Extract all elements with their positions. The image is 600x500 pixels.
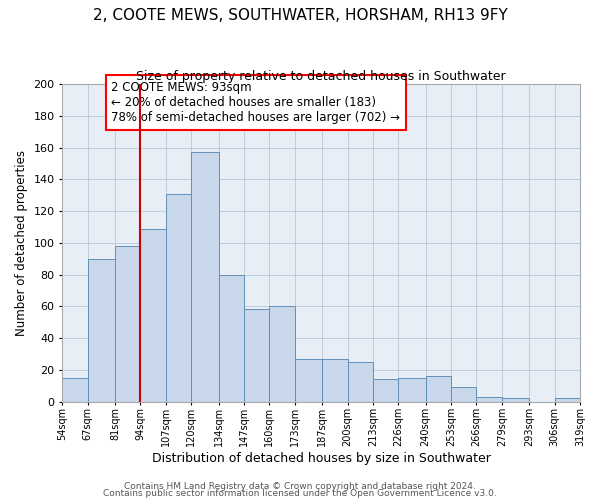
Bar xyxy=(244,310,269,402)
Y-axis label: Number of detached properties: Number of detached properties xyxy=(15,150,28,336)
Text: Contains HM Land Registry data © Crown copyright and database right 2024.: Contains HM Land Registry data © Crown c… xyxy=(124,482,476,491)
Bar xyxy=(476,397,502,402)
Bar xyxy=(88,258,115,402)
Text: Contains public sector information licensed under the Open Government Licence v3: Contains public sector information licen… xyxy=(103,490,497,498)
Bar xyxy=(373,380,398,402)
Bar xyxy=(322,358,347,402)
Bar xyxy=(115,246,140,402)
Text: 2 COOTE MEWS: 93sqm
← 20% of detached houses are smaller (183)
78% of semi-detac: 2 COOTE MEWS: 93sqm ← 20% of detached ho… xyxy=(112,81,400,124)
Bar xyxy=(166,194,191,402)
Bar xyxy=(269,306,295,402)
Bar xyxy=(140,228,166,402)
Text: 2, COOTE MEWS, SOUTHWATER, HORSHAM, RH13 9FY: 2, COOTE MEWS, SOUTHWATER, HORSHAM, RH13… xyxy=(92,8,508,22)
Title: Size of property relative to detached houses in Southwater: Size of property relative to detached ho… xyxy=(136,70,506,83)
Bar xyxy=(191,152,218,402)
Bar xyxy=(398,378,425,402)
Bar xyxy=(425,376,451,402)
Bar xyxy=(347,362,373,402)
X-axis label: Distribution of detached houses by size in Southwater: Distribution of detached houses by size … xyxy=(152,452,491,465)
Bar xyxy=(295,358,322,402)
Bar xyxy=(554,398,580,402)
Bar xyxy=(218,274,244,402)
Bar xyxy=(502,398,529,402)
Bar xyxy=(62,378,88,402)
Bar xyxy=(451,387,476,402)
